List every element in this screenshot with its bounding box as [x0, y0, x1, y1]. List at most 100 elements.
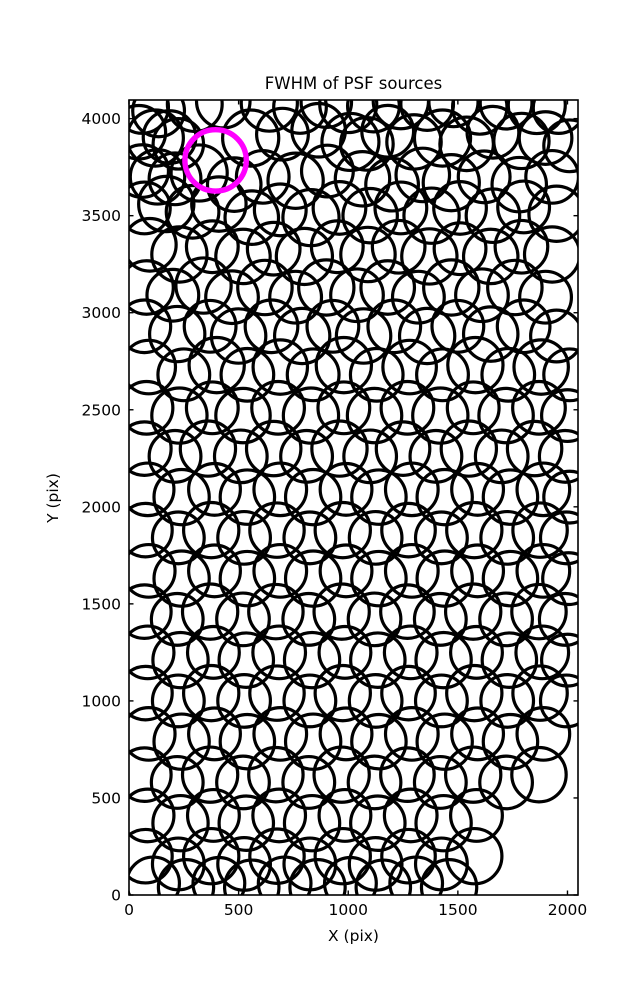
psf-source-circle [149, 754, 205, 810]
psf-source-circle [244, 419, 303, 478]
psf-source-circle [312, 745, 371, 804]
psf-source-circle [373, 180, 429, 236]
psf-source-circle [129, 148, 187, 206]
psf-source-circle [316, 380, 372, 436]
psf-source-circle [250, 379, 306, 436]
psf-source-circle [129, 787, 176, 844]
psf-source-circle [309, 219, 365, 275]
psf-source-circle [272, 306, 332, 366]
psf-source-circle [214, 386, 272, 445]
psf-source-circle [522, 225, 578, 284]
psf-source-circle [214, 227, 272, 286]
y-axis-label: Y (pix) [44, 473, 62, 524]
psf-source-circle [481, 712, 540, 771]
psf-source-circle [527, 184, 578, 243]
highlighted-psf-source-circle [182, 126, 249, 194]
psf-source-circle [239, 100, 299, 133]
psf-source-circle [251, 787, 308, 844]
psf-source-circle [314, 335, 374, 395]
highlighted-source-marker [182, 126, 249, 194]
psf-source-circle [129, 379, 175, 436]
psf-source-circle [205, 156, 263, 213]
psf-source-circle [299, 143, 355, 199]
psf-source-circle [151, 630, 210, 690]
psf-source-circle [251, 624, 308, 681]
psf-source-circle [243, 298, 300, 355]
psf-source-circle [252, 705, 309, 762]
psf-source-circle [204, 269, 260, 326]
psf-source-circle [486, 258, 544, 317]
psf-source-circle [419, 858, 479, 895]
psf-source-circle [164, 183, 221, 240]
psf-source-circle [537, 591, 578, 647]
psf-source-circle [461, 305, 520, 363]
psf-source-circle [209, 307, 268, 365]
axes-frame [128, 99, 579, 896]
psf-source-circle [334, 307, 393, 365]
psf-source-circle [383, 542, 440, 599]
x-axis-tick-labels: 0 500 1000 1500 2000 [124, 901, 587, 919]
psf-source-circle [445, 380, 501, 436]
psf-source-circle [382, 787, 439, 844]
psf-source-circle [313, 500, 372, 560]
psf-source-circle [129, 461, 176, 518]
psf-source-circle [311, 180, 368, 236]
psf-source-circle [510, 582, 568, 641]
psf-source-circle [380, 501, 437, 559]
psf-source-circle [129, 143, 171, 199]
psf-source-circle [347, 509, 404, 566]
psf-source-circle [322, 855, 378, 895]
psf-source-circle [129, 746, 173, 804]
psf-source-circle [156, 858, 216, 895]
psf-source-circle [149, 591, 205, 647]
psf-source-circle [150, 673, 206, 729]
psf-source-circle [446, 335, 505, 395]
psf-source-circle [412, 591, 468, 647]
psf-source-circle [415, 467, 474, 527]
psf-source-circle [542, 118, 578, 174]
psf-source-circle [313, 826, 372, 886]
psf-source-circle [400, 227, 459, 286]
psf-source-circle [129, 420, 173, 477]
psf-source-circle [515, 461, 572, 518]
psf-source-circle [252, 461, 309, 518]
psf-source-circle [345, 386, 404, 445]
psf-source-circle [145, 267, 201, 323]
y-tick-label: 0 [111, 887, 121, 905]
psf-source-circle [383, 705, 440, 762]
x-axis-label: X (pix) [328, 927, 379, 945]
psf-source-circle [310, 419, 369, 478]
psf-source-circle [282, 673, 338, 729]
psf-source-circle [178, 419, 238, 478]
psf-source-circle [478, 591, 534, 648]
psf-source-circle [480, 631, 539, 689]
psf-source-circle [218, 549, 277, 608]
psf-source-circle [492, 111, 551, 171]
psf-source-circle [247, 745, 305, 804]
psf-source-circle [383, 461, 440, 518]
psf-source-circle [129, 705, 177, 762]
psf-source-circle [481, 549, 540, 608]
psf-source-circle [247, 582, 305, 641]
psf-source-circle [181, 500, 241, 560]
psf-source-circle [184, 380, 240, 436]
psf-source-circle [366, 298, 423, 355]
psf-source-circle [541, 551, 578, 607]
psf-source-circle [272, 100, 328, 135]
psf-source-circle [390, 269, 446, 325]
psf-source-circle [496, 179, 552, 235]
psf-source-circle [506, 100, 567, 136]
psf-source-circle [443, 582, 503, 641]
psf-source-circle [354, 858, 413, 895]
psf-source-circle [129, 583, 173, 640]
psf-source-circle [180, 582, 240, 641]
psf-source-circle [359, 259, 417, 316]
psf-source-circle [312, 582, 371, 641]
psf-source-circle [432, 180, 488, 236]
psf-source-circle [461, 227, 520, 286]
psf-source-circle [174, 256, 233, 315]
psf-source-circle [517, 110, 574, 166]
psf-source-circle [268, 269, 324, 325]
psf-source-circle [129, 108, 185, 168]
